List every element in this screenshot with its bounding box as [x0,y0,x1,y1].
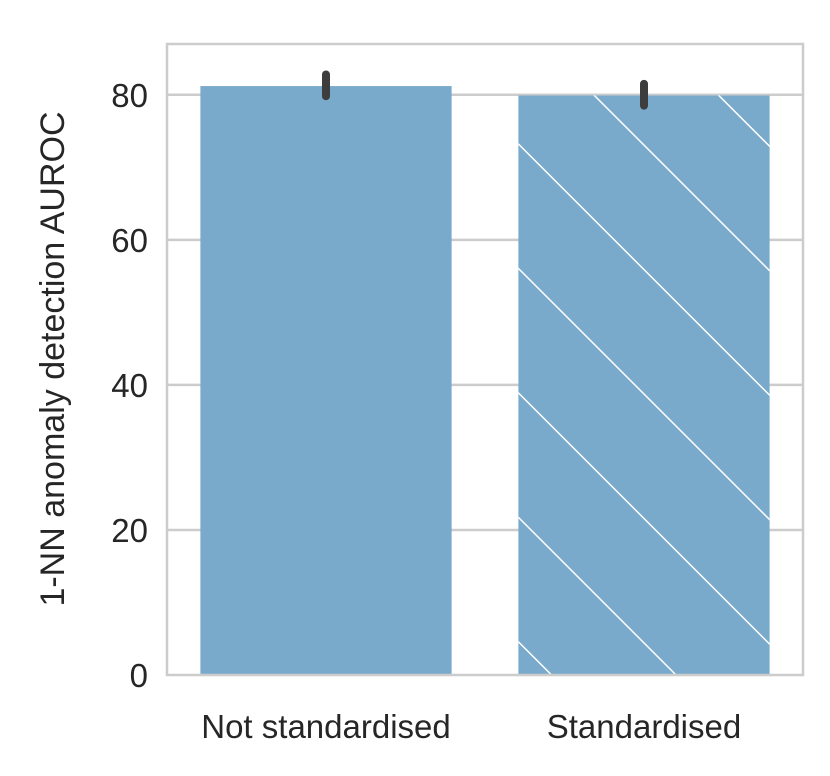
plot-frame [165,42,805,677]
bar-1 [200,86,452,676]
x-tick-labels: Not standardised Standardised [201,708,741,745]
error-bars [322,70,648,110]
y-tick-label-40: 40 [111,367,148,404]
bar-hatch-2 [518,95,770,675]
y-tick-label-80: 80 [111,77,148,114]
y-tick-label-20: 20 [111,512,148,549]
y-tick-label-0: 0 [130,657,148,694]
bars [200,86,770,676]
y-axis-title: 1-NN anomaly detection AUROC [34,111,72,606]
y-tick-labels: 0 20 40 60 80 [111,77,148,694]
x-tick-label-2: Standardised [547,708,741,745]
y-tick-label-60: 60 [111,222,148,259]
x-tick-label-1: Not standardised [201,708,450,745]
